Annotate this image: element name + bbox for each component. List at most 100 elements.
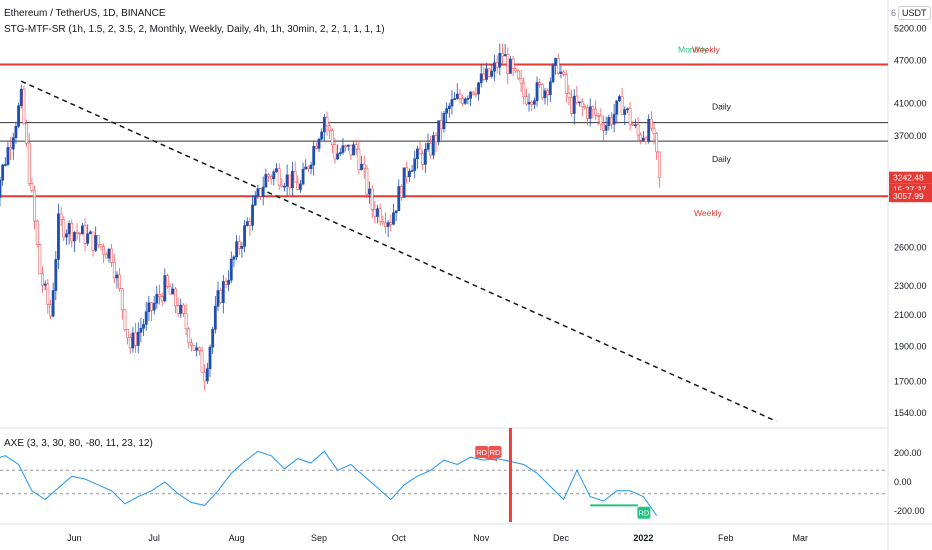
candle-body [158,294,161,297]
candle-body [65,233,68,238]
candle-body [155,294,159,304]
candle-body [392,212,395,225]
candle-body [248,221,252,226]
candle-body [134,332,137,346]
candle-body [179,304,183,314]
candle-body [112,262,116,279]
candle-body [418,148,422,155]
rd-badge-bg [488,446,502,459]
candle-body [166,275,169,287]
candle-body [288,174,292,189]
candle-body [291,170,294,189]
candle-body [1,164,5,181]
candle-body [413,158,417,171]
candle-body [320,131,324,140]
candle-body [559,71,563,74]
osc-tick-label: -200.00 [894,506,925,516]
price-tick-label: 1540.00 [894,408,927,418]
candle-body [495,62,499,68]
candle-body [447,105,451,110]
candle-body [187,328,191,344]
candle-body [455,93,459,99]
candle-body [378,208,382,222]
candle-body [70,223,74,242]
currency-badge[interactable]: USDT [898,6,931,20]
candle-body [506,54,510,74]
candle-body [94,235,98,251]
candle-body [517,70,520,80]
price-tick-label: 2600.00 [894,242,927,252]
candle-body [152,302,156,311]
candle-body [490,70,494,77]
candle-body [102,246,106,255]
time-tick-label: Nov [473,533,490,543]
candle-body [397,186,401,212]
price-tick-label: 4700.00 [894,55,927,65]
candle-body [296,181,300,190]
candle-body [532,100,536,105]
candle-body [208,346,212,370]
candle-body [394,210,398,214]
candle-body [498,53,502,68]
symbol-title: Ethereum / TetherUS, 1D, BINANCE [4,8,166,19]
candle-body [110,248,114,263]
candle-body [485,68,488,80]
candle-body [75,231,79,234]
candle-body [610,117,613,125]
candle-body [655,133,659,153]
time-tick-label: Jun [67,533,82,543]
candle-body [583,106,587,109]
candle-body [104,253,108,259]
candle-body [580,101,584,107]
candle-body [570,97,573,114]
candle-body [400,186,403,198]
candle-body [386,222,390,227]
candle-body [628,108,632,125]
candle-body [25,123,28,144]
candle-body [509,58,512,74]
candle-body [482,73,486,80]
scale-prefix: 6 [891,8,897,18]
candle-body [615,100,619,115]
candle-body [408,170,411,178]
candle-body [213,305,217,330]
candle-body [524,96,528,105]
candle-body [272,171,276,180]
candle-body [453,98,457,100]
candle-body [176,305,180,314]
candle-body [38,244,42,275]
candle-body [370,188,374,210]
time-tick-label: Oct [392,533,407,543]
dashed-trendline[interactable] [20,80,777,422]
candle-body [245,221,249,226]
candle-body [586,107,589,119]
time-tick-label: Mar [792,533,808,543]
candle-body [227,279,231,285]
rd-badge-label: RD [490,448,501,457]
candle-body [22,88,26,124]
candle-body [596,114,600,117]
candle-body [261,186,265,197]
candle-body [293,170,297,183]
candle-body [59,213,63,221]
candle-body [423,148,427,165]
candle-body [235,241,238,258]
candle-body [410,170,414,172]
candle-body [54,259,58,291]
candle-body [283,185,286,188]
candle-body [314,146,318,149]
rd-badge-label: RD [476,448,487,457]
candle-body [493,62,496,72]
candle-body [203,371,207,382]
candle-body [330,130,334,146]
osc-tick-label: 200.00 [894,448,922,458]
level-price-badge: 3057.99 [893,191,924,201]
candle-body [57,213,60,260]
candle-body [163,275,167,302]
candle-body [575,95,579,103]
candle-body [62,219,66,238]
candle-body [543,90,547,99]
candle-body [402,167,406,198]
study-legend: STG-MTF-SR (1h, 1.5, 2, 3.5, 2, Monthly,… [4,24,385,35]
